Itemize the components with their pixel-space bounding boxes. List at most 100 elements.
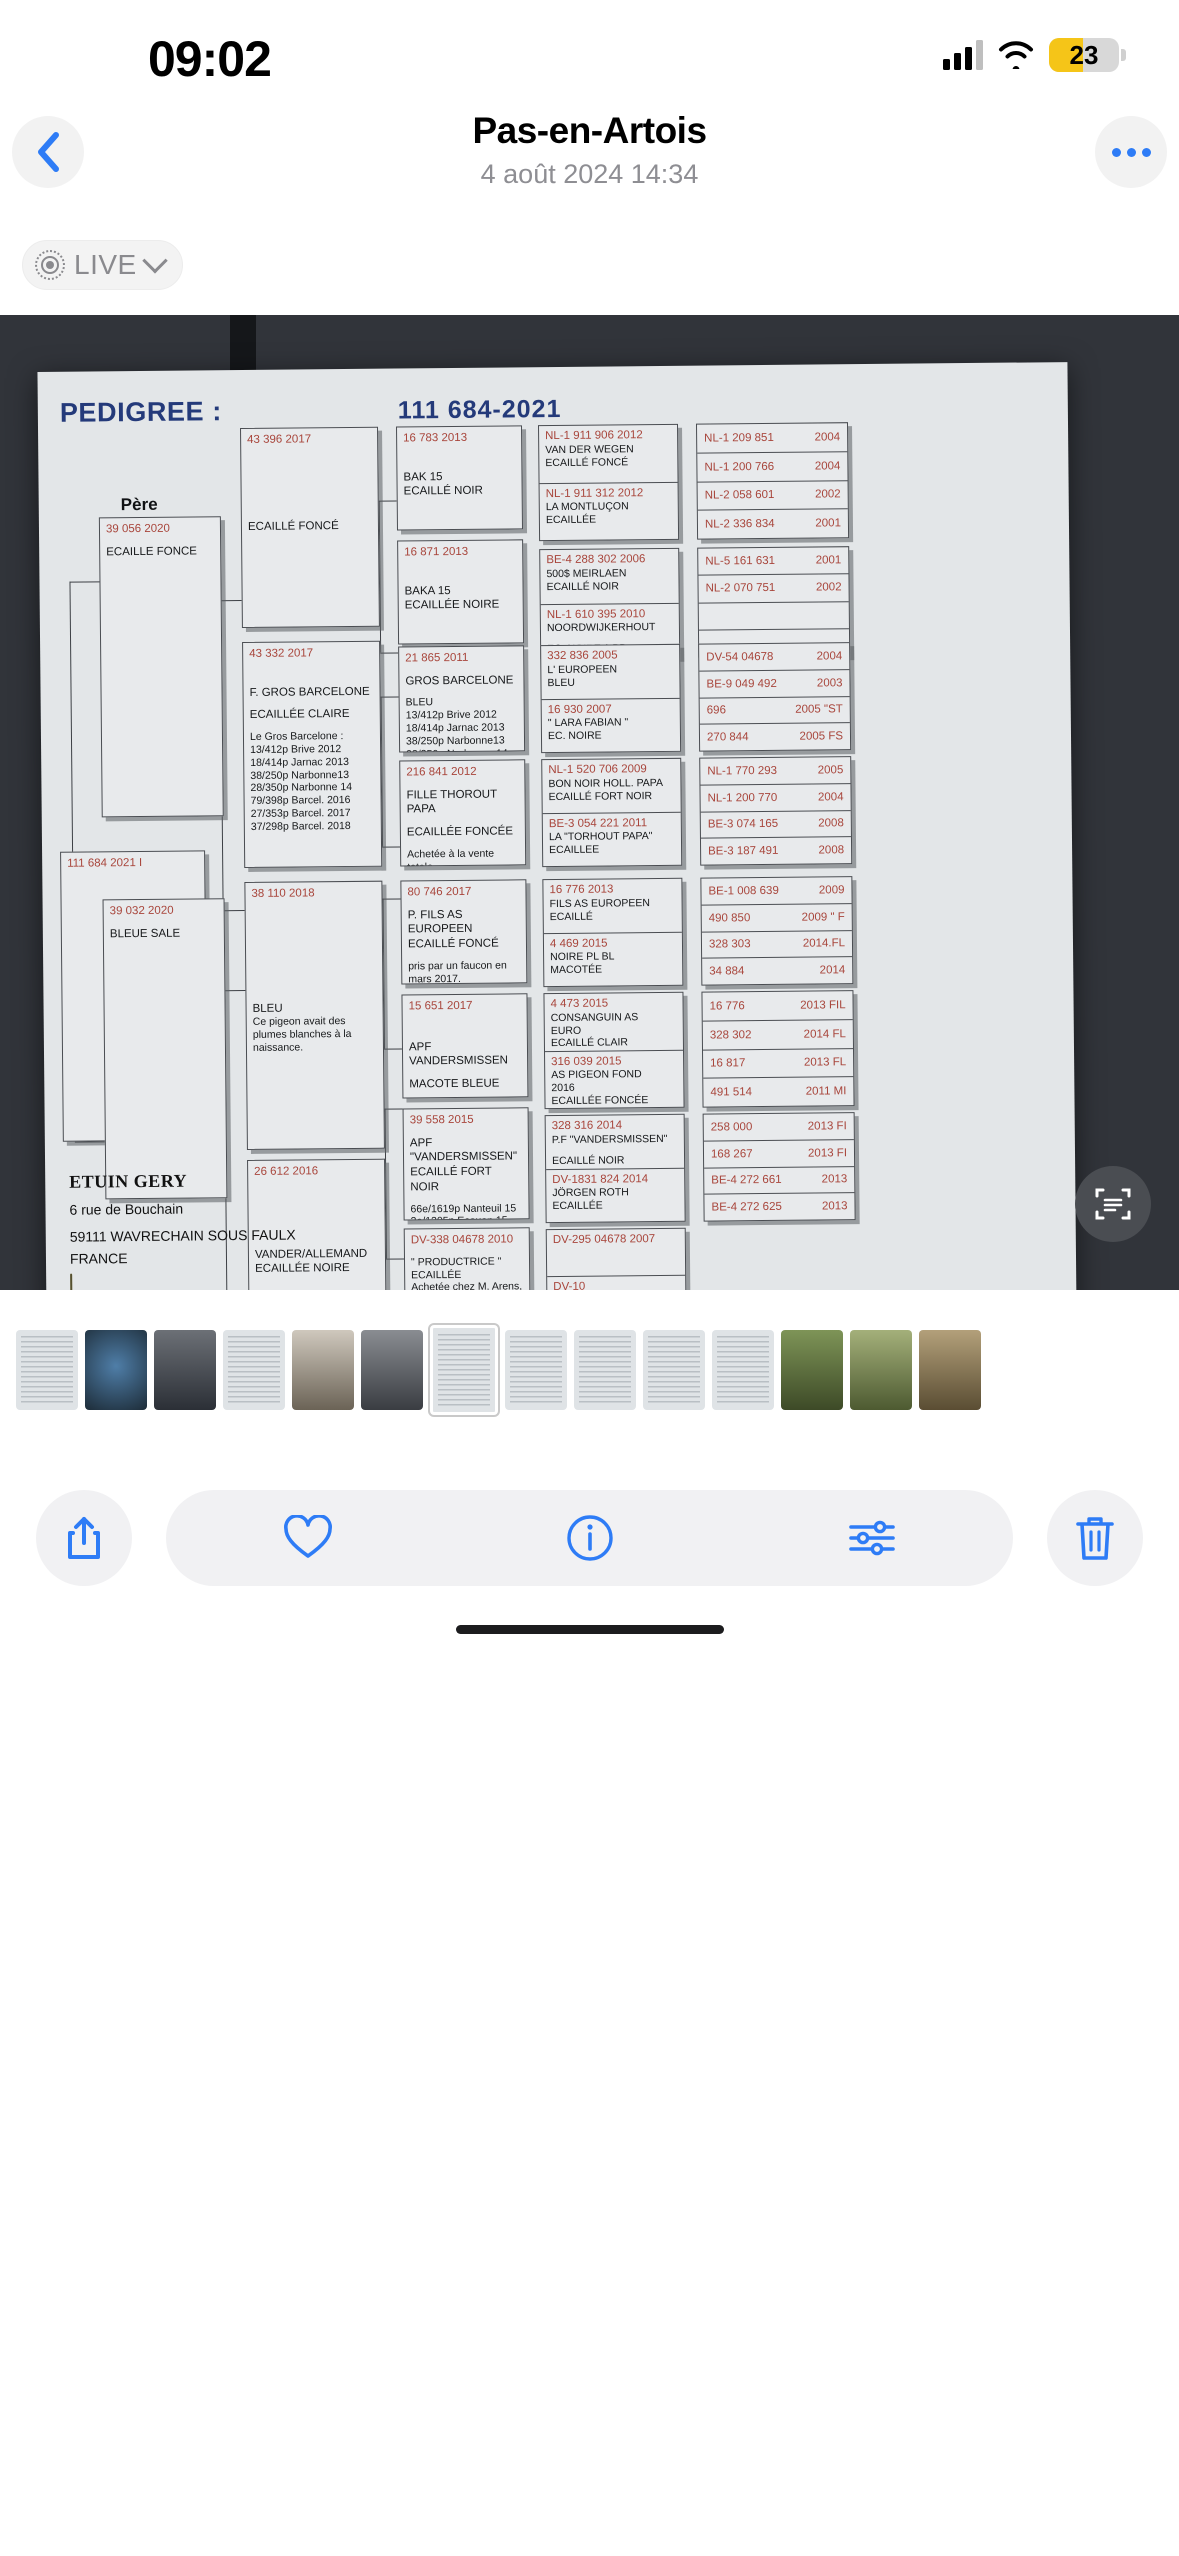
ancestor-color: BLEU [547, 676, 575, 689]
thumbnail-item[interactable] [361, 1330, 423, 1410]
ancestor-color: ECAILLEE [549, 843, 600, 857]
gen4-pair: 328 316 2014 P.F "VANDERSMISSEN" ECAILLÉ… [544, 1113, 686, 1224]
ancestor-color: ECAILLÉ NOIR [546, 579, 619, 593]
gen4-box: DV-1831 824 2014 JÖRGEN ROTH ECAILLÉE [546, 1168, 684, 1222]
leaf-year: 2011 MI [805, 1085, 847, 1098]
back-button[interactable] [12, 116, 84, 188]
page-title: Pas-en-Artois [472, 110, 707, 151]
live-text-button[interactable] [1075, 1166, 1151, 1242]
nav-title-group: Pas-en-Artois 4 août 2024 14:34 [0, 110, 1179, 190]
ancestor-name: LA "TORHOUT PAPA" [548, 830, 653, 844]
thumbnail-item[interactable] [850, 1330, 912, 1410]
gen4-box: NL-1 911 906 2012 VAN DER WEGEN ECAILLÉ … [539, 424, 678, 484]
ancestor-name: GROS BARCELONE [405, 674, 514, 688]
leaf-cell [698, 601, 849, 631]
gen4-pair: 4 473 2015 CONSANGUIN AS EURO ECAILLÉ CL… [543, 991, 685, 1110]
ancestor-ring: 16 776 2013 [549, 883, 614, 897]
thumbnail-item[interactable] [574, 1330, 636, 1410]
ancestor-ring: 316 039 2015 [551, 1054, 622, 1068]
thumbnail-item[interactable] [643, 1330, 705, 1410]
thumbnail-item[interactable] [505, 1330, 567, 1410]
leaf-ring: BE-1 008 639 [708, 884, 779, 898]
leaf-ring: NL-1 770 293 [707, 764, 778, 778]
subject-ring: 111 684 2021 I [67, 856, 143, 870]
gen4-box: 4 473 2015 CONSANGUIN AS EURO ECAILLÉ CL… [544, 992, 684, 1052]
ancestor-color: ECAILLÉE [545, 513, 597, 527]
adjust-button[interactable] [847, 1517, 897, 1559]
delete-button[interactable] [1047, 1489, 1143, 1586]
live-label: LIVE [74, 249, 137, 280]
connector [384, 1108, 403, 1110]
ancestor-ring: 4 473 2015 [550, 997, 609, 1011]
leaf-cell: NL-1 200 770 2004 [700, 783, 851, 813]
gen2-box: 43 396 2017 ECAILLÉ FONCÉ [240, 426, 380, 629]
gen4-pair: BE-4 288 302 2006 500$ MEIRLAEN ECAILLÉ … [539, 547, 681, 660]
thumbnail-filmstrip[interactable] [0, 1290, 1179, 1450]
live-photo-toggle[interactable]: LIVE [22, 240, 183, 290]
leaf-ring: NL-2 070 751 [705, 582, 776, 595]
battery-icon: 23 [1049, 38, 1126, 72]
thumbnail-item[interactable] [919, 1330, 981, 1410]
connector [380, 652, 399, 654]
ancestor-notes: Achetée à la vente totale de mon père en… [407, 847, 495, 866]
gen4-box: BE-3 054 221 2011 LA "TORHOUT PAPA" ECAI… [543, 812, 681, 866]
home-indicator[interactable] [455, 1625, 724, 1634]
connector [69, 581, 100, 583]
thumbnail-item[interactable] [16, 1330, 78, 1410]
ancestor-ring: DV-10 [553, 1280, 586, 1290]
gen4-box: BE-4 288 302 2006 500$ MEIRLAEN ECAILLÉ … [540, 548, 679, 605]
thumbnail-item[interactable] [781, 1330, 843, 1410]
share-button[interactable] [36, 1489, 132, 1586]
gen5-group: NL-5 161 631 2001 NL-2 070 751 2002 [697, 546, 851, 658]
leaf-year: 2014 FL [803, 1027, 846, 1041]
thumbnail-item-selected[interactable] [430, 1325, 498, 1415]
gen5-group: DV-54 04678 2004 BE-9 049 492 2003 696 2005… [698, 642, 852, 752]
leaf-ring: BE-9 049 492 [706, 677, 777, 691]
leaf-cell: 258 000 2013 FI [703, 1113, 854, 1142]
leaf-ring: NL-2 336 834 [704, 518, 775, 531]
leaf-year: 2001 [815, 517, 842, 530]
leaf-cell: NL-5 161 631 2001 [698, 547, 849, 576]
document-scan-icon [1093, 1184, 1133, 1224]
leaf-ring: NL-1 209 851 [704, 431, 774, 445]
ancestor-color: ECAILLÉE [411, 1268, 462, 1281]
sliders-icon [847, 1517, 897, 1559]
leaf-ring: 270 844 [706, 731, 749, 744]
gen4-box: 332 836 2005 L' EUROPEEN BLEU [541, 644, 680, 700]
gen3-box: 216 841 2012 FILLE THOROUT PAPA ECAILLÉE… [399, 759, 527, 867]
info-button[interactable] [566, 1514, 614, 1562]
chevron-down-icon[interactable] [141, 248, 168, 274]
more-options-button[interactable] [1095, 116, 1167, 188]
leaf-year: 2005 "ST [795, 703, 843, 717]
ancestor-name: BAK 15 [403, 470, 443, 484]
leaf-cell: NL-1 200 766 2004 [697, 451, 848, 483]
connector [219, 600, 242, 602]
gen4-box: DV-10 F. KAN ECAIL [547, 1275, 685, 1290]
thumbnail-item[interactable] [154, 1330, 216, 1410]
info-circle-icon [566, 1514, 614, 1562]
ancestor-color: MACOTÉE [550, 963, 603, 977]
ancestor-ring: DV-295 04678 2007 [552, 1233, 656, 1247]
photo-viewer[interactable]: PEDIGREE : 111 684-2021 Père Mère [0, 315, 1179, 1290]
favorite-button[interactable] [283, 1514, 333, 1561]
leaf-ring: DV-54 04678 [706, 650, 774, 664]
thumbnail-item[interactable] [712, 1330, 774, 1410]
connector [222, 910, 245, 912]
ancestor-color: EC. NOIRE [547, 729, 602, 743]
ancestor-name: FILLE THOROUT PAPA [406, 788, 497, 816]
leaf-year: 2009 " F [801, 910, 845, 924]
ancestor-ring: DV-1831 824 2014 [552, 1172, 649, 1186]
thumbnail-item[interactable] [292, 1330, 354, 1410]
leaf-cell: BE-4 272 625 2013 [704, 1193, 854, 1220]
gen3-box: 16 783 2013 BAK 15 ECAILLÉ NOIR [396, 425, 523, 531]
leaf-ring: 490 850 [708, 911, 751, 925]
ancestor-name: APF "VANDERSMISSEN" [409, 1136, 518, 1164]
ancestor-color: ECAILLÉ NOIR [552, 1153, 625, 1167]
thumbnail-item[interactable] [223, 1330, 285, 1410]
thumbnail-item[interactable] [85, 1330, 147, 1410]
connector [382, 846, 401, 848]
leaf-year: 2014.FL [802, 937, 846, 951]
leaf-cell: 270 844 2005 FS [700, 723, 850, 750]
leaf-ring: 34 884 [709, 965, 745, 978]
leaf-cell: 491 514 2011 MI [703, 1077, 853, 1106]
